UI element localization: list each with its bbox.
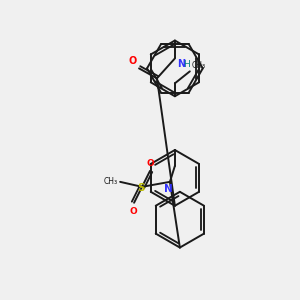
Text: O: O (146, 159, 154, 168)
Text: CH₃: CH₃ (192, 61, 206, 70)
Text: O: O (129, 207, 137, 216)
Text: O: O (129, 56, 137, 66)
Text: CH₃: CH₃ (104, 177, 118, 186)
Text: H: H (183, 60, 190, 69)
Text: N: N (177, 59, 185, 69)
Text: S: S (137, 183, 145, 193)
Text: N: N (164, 184, 172, 194)
